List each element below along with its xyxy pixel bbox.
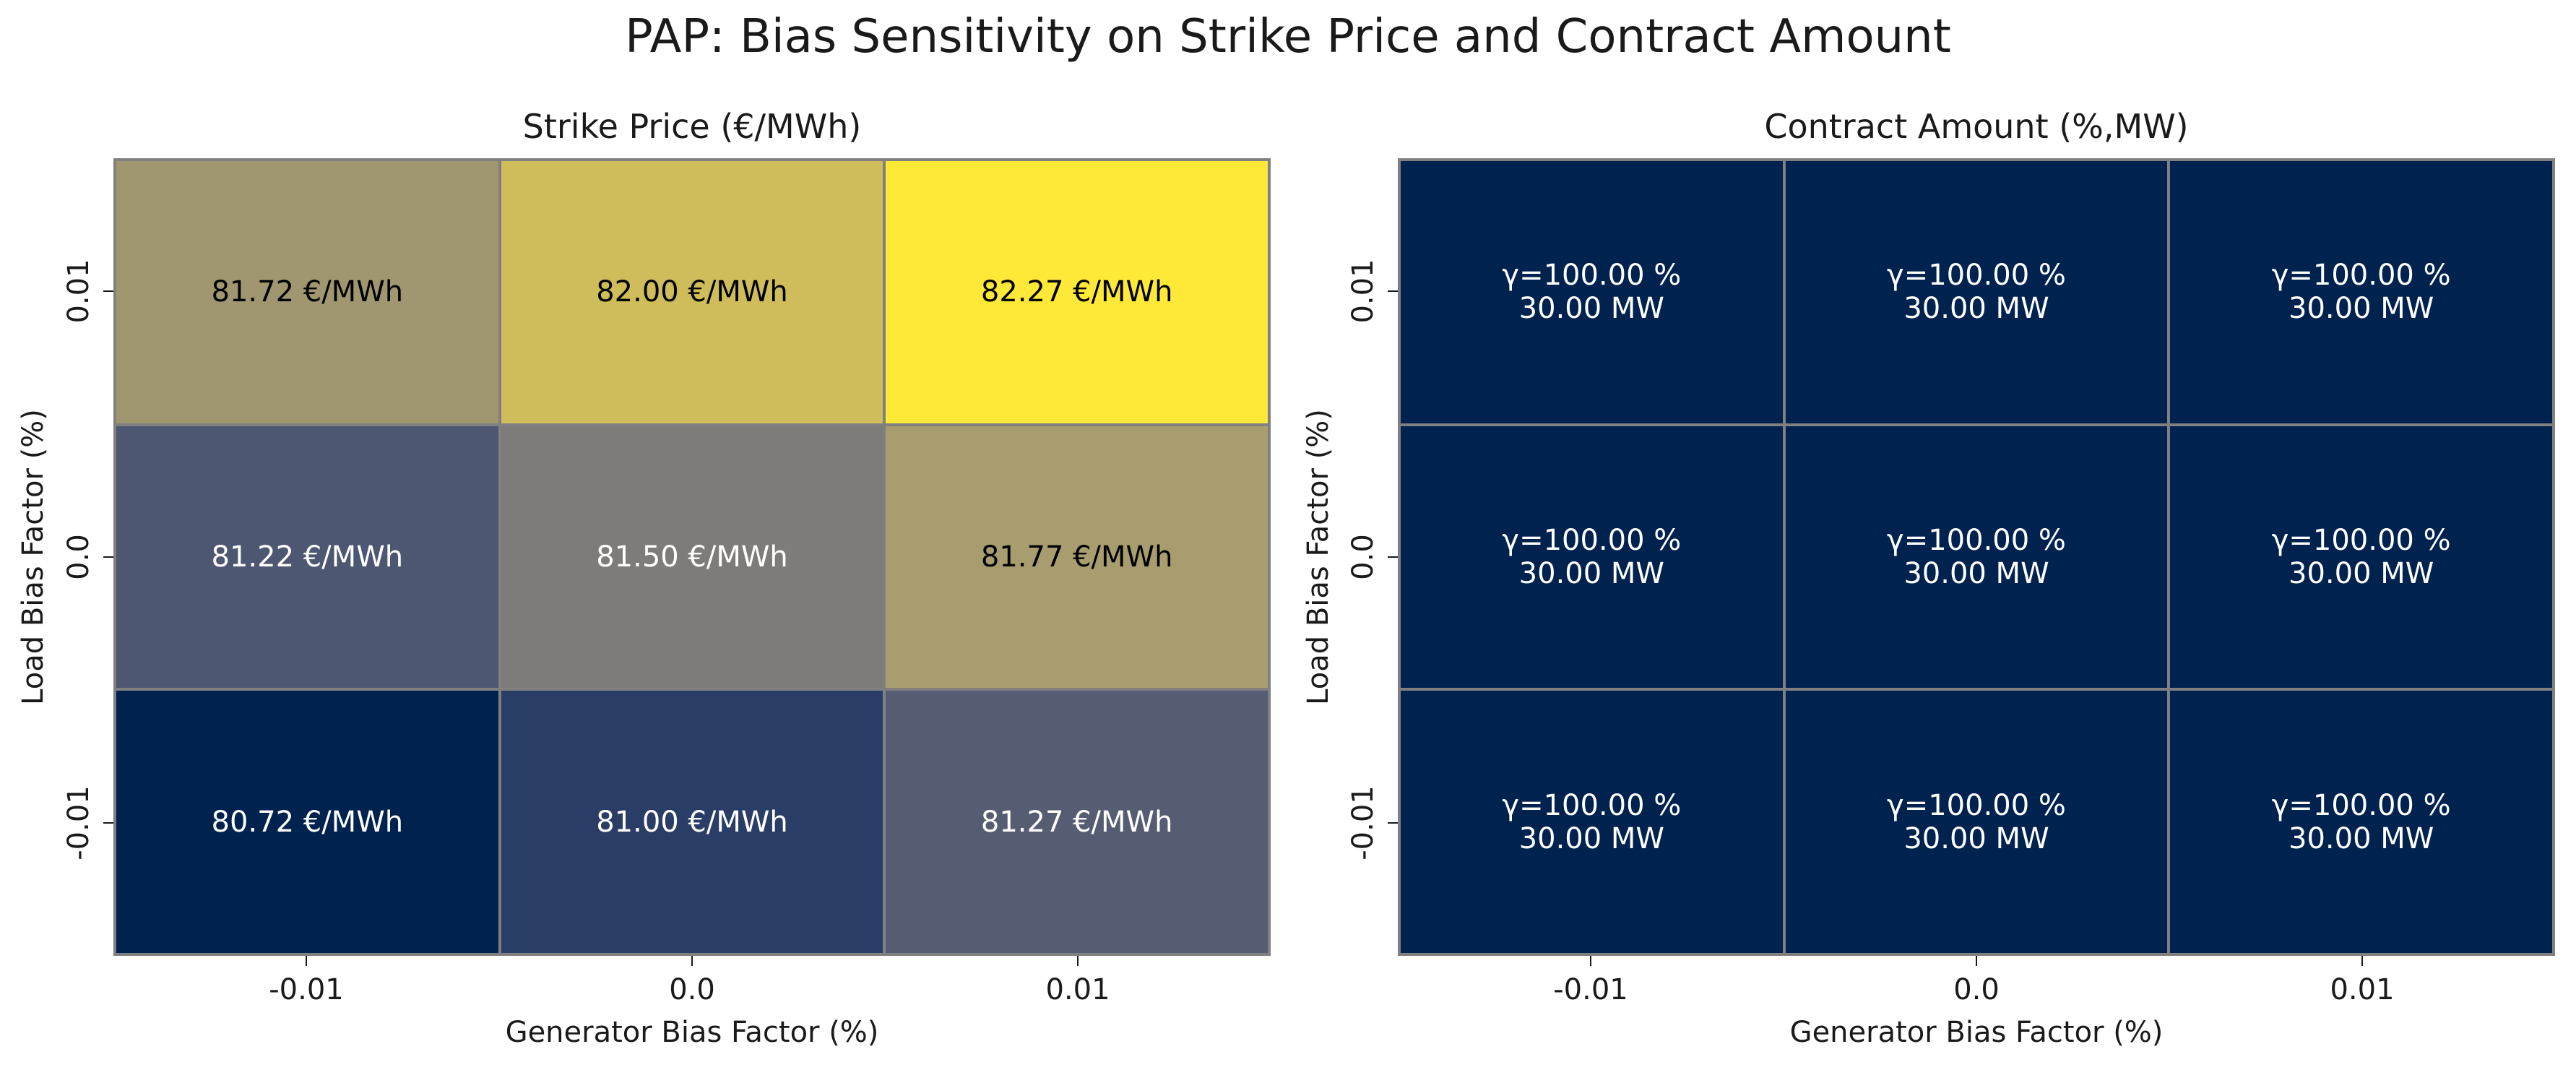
x-tick-label: 0.01 [2330,973,2395,1006]
cell-label: γ=100.00 % 30.00 MW [1887,788,2066,855]
y-tick-label: -0.01 [62,785,95,860]
cell-label: 81.50 €/MWh [596,540,788,574]
heatmap-contract-amount: γ=100.00 % 30.00 MW γ=100.00 % 30.00 MW γ=… [1398,158,2555,956]
heatmap-cell: 82.27 €/MWh [884,160,1269,425]
y-tick-mark [1388,290,1398,292]
cell-label: 81.72 €/MWh [211,275,404,309]
heatmap-cell: γ=100.00 % 30.00 MW [2169,424,2554,690]
y-tick-label: 0.01 [62,259,95,324]
heatmap-cell: 81.50 €/MWh [499,424,885,690]
heatmap-cell: 81.22 €/MWh [115,424,500,690]
heatmap-cell: γ=100.00 % 30.00 MW [2169,160,2554,425]
x-tick-label: 0.0 [669,973,715,1006]
cell-label: 82.00 €/MWh [596,275,788,309]
cell-label: γ=100.00 % 30.00 MW [1887,523,2066,590]
heatmap-cell: 81.00 €/MWh [499,689,885,954]
heatmap-cell: γ=100.00 % 30.00 MW [1399,160,1784,425]
y-tick-mark [1388,556,1398,558]
heatmap-cell: 80.72 €/MWh [115,689,500,954]
y-tick-label: 0.01 [1347,259,1380,324]
y-tick-label: -0.01 [1347,785,1380,860]
y-axis-label-strike-price: Load Bias Factor (%) [17,409,50,705]
chart-title-contract-amount: Contract Amount (%,MW) [1764,107,2189,146]
y-tick-mark [1388,822,1398,824]
x-tick-mark [2361,956,2363,966]
cell-label: γ=100.00 % 30.00 MW [1502,259,1682,326]
cell-label: 81.77 €/MWh [980,540,1173,574]
y-axis-label-contract-amount: Load Bias Factor (%) [1302,409,1335,705]
cell-label: 81.27 €/MWh [980,805,1173,839]
x-tick-mark [1590,956,1591,966]
heatmap-cell: 81.72 €/MWh [115,160,500,425]
x-tick-label: 0.0 [1953,973,2000,1006]
x-axis-label-contract-amount: Generator Bias Factor (%) [1789,1016,2164,1049]
y-tick-mark [103,822,113,824]
chart-title-strike-price: Strike Price (€/MWh) [522,107,862,146]
figure-title: PAP: Bias Sensitivity on Strike Price an… [625,10,1951,64]
cell-label: 81.00 €/MWh [596,805,788,839]
cell-label: γ=100.00 % 30.00 MW [1502,523,1682,590]
x-tick-label: -0.01 [269,973,344,1006]
cell-label: 80.72 €/MWh [211,805,404,839]
x-tick-label: 0.01 [1045,973,1110,1006]
cell-label: 81.22 €/MWh [211,540,404,574]
y-tick-label: 0.0 [1347,534,1380,580]
heatmap-cell: 81.77 €/MWh [884,424,1269,690]
heatmap-cell: γ=100.00 % 30.00 MW [1399,424,1784,690]
heatmap-strike-price: 81.72 €/MWh 82.00 €/MWh 82.27 €/MWh 81.22 €… [113,158,1271,956]
y-tick-label: 0.0 [62,534,95,580]
heatmap-cell: γ=100.00 % 30.00 MW [1784,160,2169,425]
x-axis-label-strike-price: Generator Bias Factor (%) [505,1016,879,1049]
x-tick-label: -0.01 [1553,973,1628,1006]
cell-label: γ=100.00 % 30.00 MW [1502,788,1682,855]
cell-label: γ=100.00 % 30.00 MW [1887,259,2066,326]
x-tick-mark [691,956,693,966]
heatmap-cell: γ=100.00 % 30.00 MW [1784,689,2169,954]
x-tick-mark [1077,956,1079,966]
cell-label: γ=100.00 % 30.00 MW [2271,523,2451,590]
heatmap-cell: γ=100.00 % 30.00 MW [1784,424,2169,690]
x-tick-mark [306,956,307,966]
heatmap-cell: γ=100.00 % 30.00 MW [2169,689,2554,954]
cell-label: 82.27 €/MWh [980,275,1173,309]
x-tick-mark [1976,956,1977,966]
cell-label: γ=100.00 % 30.00 MW [2271,788,2451,855]
heatmap-cell: 82.00 €/MWh [499,160,885,425]
y-tick-mark [103,556,113,558]
cell-label: γ=100.00 % 30.00 MW [2271,259,2451,326]
y-tick-mark [103,290,113,292]
heatmap-cell: γ=100.00 % 30.00 MW [1399,689,1784,954]
heatmap-cell: 81.27 €/MWh [884,689,1269,954]
